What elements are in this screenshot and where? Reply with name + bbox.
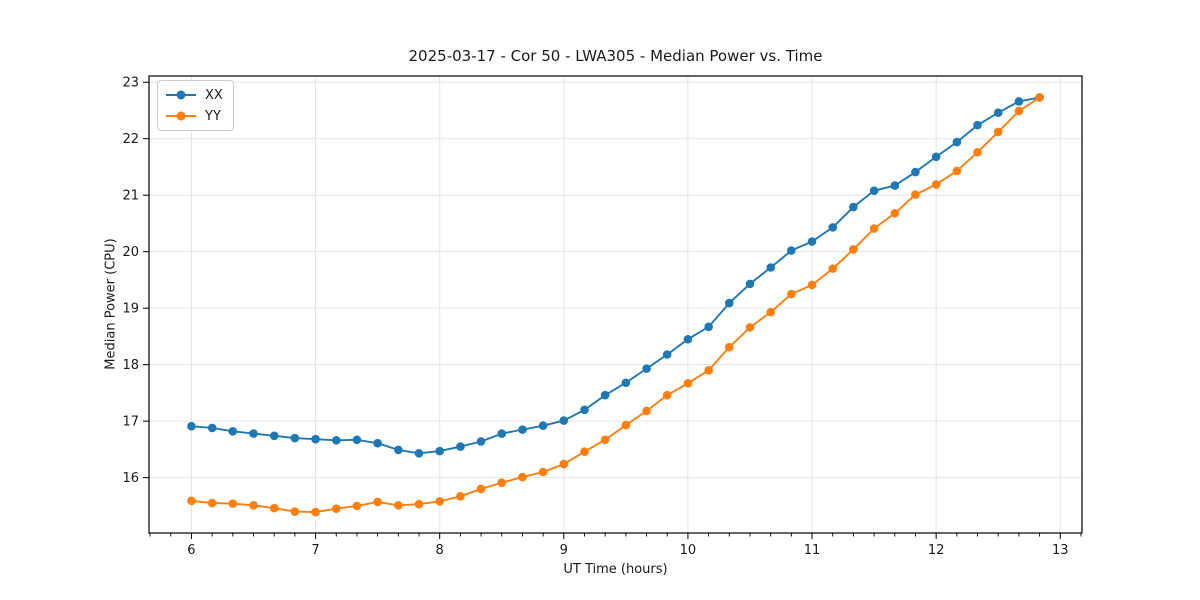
legend-swatch-yy-icon — [166, 111, 196, 121]
legend-item-xx: XX — [166, 86, 223, 104]
y-tick-label: 23 — [122, 76, 139, 91]
y-tick-label: 19 — [122, 302, 139, 317]
chart-title: 2025-03-17 - Cor 50 - LWA305 - Median Po… — [408, 47, 823, 65]
series-YY-line — [191, 96, 1041, 514]
x-axis-ticks: 6 7 8 9 10 11 12 13 — [187, 533, 1069, 558]
x-tick-label: 6 — [187, 543, 195, 558]
series-YY-markers — [187, 93, 1044, 517]
y-tick-label: 17 — [122, 415, 139, 430]
series-XX-markers — [187, 93, 1044, 458]
x-tick-label: 7 — [311, 543, 319, 558]
y-tick-label: 21 — [122, 189, 139, 204]
x-tick-label: 10 — [680, 543, 697, 558]
gridlines — [149, 76, 1082, 533]
axes-frame — [148, 75, 1083, 534]
y-tick-label: 16 — [122, 471, 139, 486]
series-XX-line — [191, 96, 1040, 455]
legend-swatch-xx-icon — [166, 90, 196, 100]
x-tick-label: 13 — [1052, 543, 1069, 558]
x-tick-label: 9 — [560, 543, 568, 558]
x-tick-label: 12 — [928, 543, 945, 558]
legend: XX YY — [157, 80, 234, 131]
y-axis-ticks: 16 17 18 19 20 21 22 23 — [122, 76, 149, 486]
series-YY — [187, 93, 1044, 517]
y-tick-label: 20 — [122, 245, 139, 260]
series-XX — [187, 93, 1044, 458]
legend-item-yy: YY — [166, 107, 223, 125]
x-axis-label: UT Time (hours) — [563, 562, 668, 577]
x-tick-label: 8 — [436, 543, 444, 558]
legend-label: XX — [205, 87, 223, 103]
y-axis-label: Median Power (CPU) — [103, 238, 119, 370]
y-tick-label: 18 — [122, 358, 139, 373]
x-tick-label: 11 — [804, 543, 821, 558]
y-tick-label: 22 — [122, 132, 139, 147]
legend-label: YY — [205, 108, 221, 124]
